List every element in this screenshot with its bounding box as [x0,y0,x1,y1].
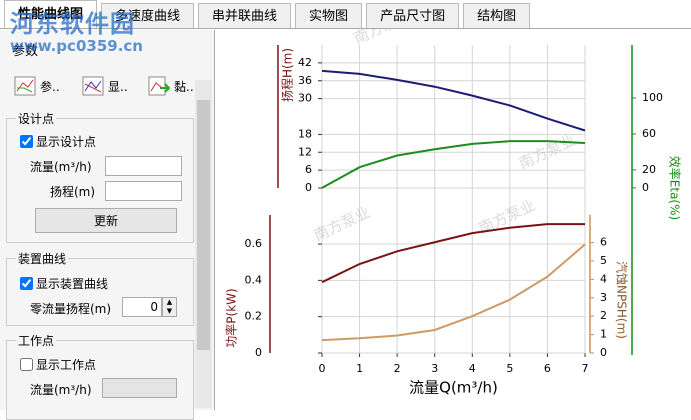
x-tick-label: 1 [356,362,363,375]
toolbar-icon [14,76,36,96]
y-tick-label: 100 [642,91,663,104]
toolbar-button[interactable]: 黏.. [148,73,206,99]
group-box [6,258,194,326]
checkbox[interactable]: 显示设计点 [20,133,96,150]
group-title: 设计点 [16,110,57,127]
x-tick-label: 4 [469,362,476,375]
toolbar-label: 显.. [108,79,128,94]
curve [321,243,586,342]
field-label: 零流量扬程(m) [30,302,112,316]
update-button[interactable]: 更新 [35,208,177,233]
y-axis-label: 扬程H(m) [280,48,295,102]
checkbox-label: 显示工作点 [36,358,97,372]
scroll-thumb[interactable] [197,100,210,350]
checkbox-input[interactable] [20,135,33,148]
y-tick-label: 3 [600,291,607,304]
toolbar-button[interactable]: 显.. [82,73,140,99]
y-tick-label: 0 [642,181,649,194]
tab[interactable]: 产品尺寸图 [366,3,460,28]
y-tick-label: 12 [298,145,312,158]
y-tick-label: 0.4 [245,273,263,286]
flow-input[interactable] [105,156,182,176]
x-tick-label: 5 [506,362,513,375]
work-flow-input [102,378,177,398]
tab[interactable]: 性能曲线图 [4,0,98,28]
field-label: 流量(m³/h) [30,160,92,174]
y-tick-label: 6 [600,236,607,249]
y-axis-label: 功率P(kW) [224,288,239,347]
tab-strip: 性能曲线图 多速度曲线 串并联曲线 实物图 产品尺寸图 结构图 [0,0,691,29]
checkbox[interactable]: 显示装置曲线 [20,275,108,292]
checkbox[interactable]: 显示工作点 [20,356,96,373]
field-label: 流量(m³/h) [30,383,92,397]
y-tick-label: 1 [600,328,607,341]
zero-flow-head-input[interactable] [122,297,162,317]
y-tick-label: 0.2 [245,310,263,323]
toolbar-icon [148,76,170,96]
watermark-brand: 南方泵业 [311,203,373,245]
y-tick-label: 6 [305,163,312,176]
y-tick-label: 0.6 [245,237,263,250]
head-input[interactable] [105,181,182,201]
checkbox-input[interactable] [20,358,33,371]
x-tick-label: 0 [319,362,326,375]
tab[interactable]: 结构图 [463,3,531,28]
y-axis-label: 汽蚀NPSH(m) [615,261,630,339]
checkbox-label: 显示设计点 [36,135,97,149]
tab[interactable]: 多速度曲线 [101,3,195,28]
y-tick-label: 0 [255,346,262,359]
curve [321,69,586,132]
toolbar-label: 黏.. [174,79,194,94]
y-tick-label: 0 [600,346,607,359]
spinner[interactable]: ▲ ▼ [162,297,177,317]
parameter-panel: 参数 参.. 显.. 黏.. 设计点 显示设计点 流量(m³/h) 扬程(m) … [0,30,215,420]
y-tick-label: 20 [642,163,656,176]
y-tick-label: 60 [642,127,656,140]
x-tick-label: 3 [431,362,438,375]
curve [321,223,585,284]
y-tick-label: 2 [600,309,607,322]
toolbar-button[interactable]: 参.. [14,73,72,99]
y-tick-label: 18 [298,127,312,140]
checkbox-label: 显示装置曲线 [36,277,109,291]
toolbar-icon [82,76,104,96]
y-tick-label: 30 [298,92,312,105]
checkbox-input[interactable] [20,277,33,290]
field-label: 扬程(m) [50,185,96,199]
curve [321,140,586,189]
x-tick-label: 6 [544,362,551,375]
scrollbar[interactable] [195,80,212,408]
group-title: 装置曲线 [16,250,69,267]
y-tick-label: 4 [600,272,607,285]
y-tick-label: 42 [298,56,312,69]
x-axis-label: 流量Q(m³/h) [409,379,498,397]
y-tick-label: 0 [305,181,312,194]
toolbar-label: 参.. [40,79,60,94]
x-tick-label: 2 [394,362,401,375]
tab[interactable]: 串并联曲线 [198,3,292,28]
x-tick-label: 7 [582,362,589,375]
y-axis-label: 效率Eta(%) [668,156,683,220]
y-tick-label: 5 [600,254,607,267]
y-tick-label: 36 [298,74,312,87]
group-title: 工作点 [16,332,57,349]
panel-title: 参数 [12,44,39,59]
tab[interactable]: 实物图 [295,3,363,28]
